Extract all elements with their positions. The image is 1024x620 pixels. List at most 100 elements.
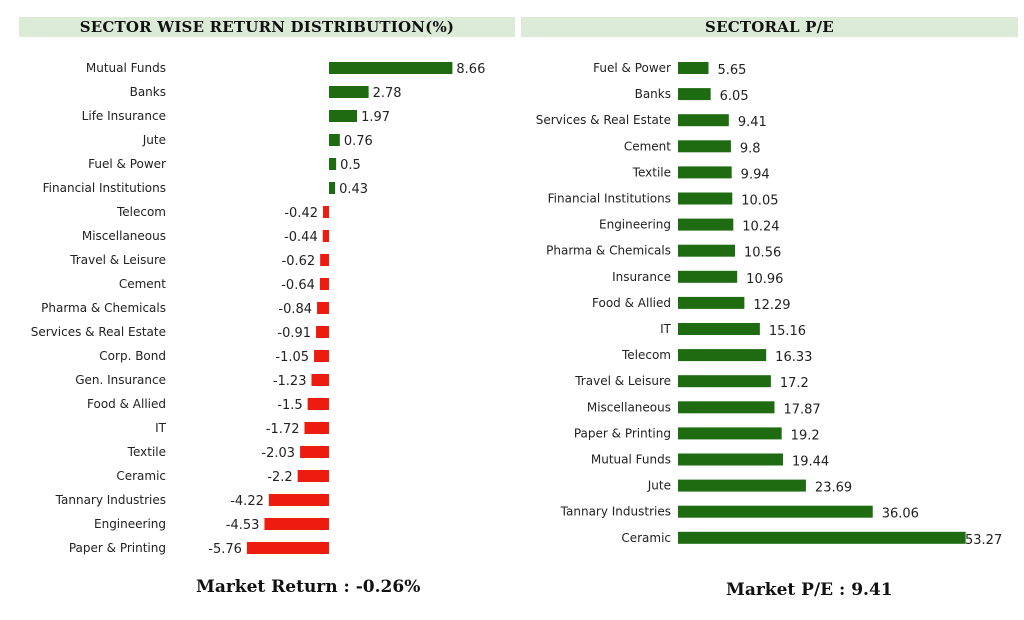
return-bar-fuel-power — [329, 158, 337, 170]
return-category-label-fuel-power: Fuel & Power — [88, 157, 166, 171]
pe-category-label-engineering: Engineering — [599, 218, 671, 232]
return-value-label-banks: 2.78 — [373, 86, 402, 101]
return-category-label-miscellaneous: Miscellaneous — [82, 229, 166, 243]
return-value-label-gen-insurance: -1.23 — [273, 374, 307, 389]
pe-value-label-insurance: 10.96 — [746, 272, 783, 287]
pe-value-label-paper-printing: 19.2 — [791, 428, 820, 443]
return-value-label-pharma-chemicals: -0.84 — [278, 302, 312, 317]
return-chart-title: SECTOR WISE RETURN DISTRIBUTION(%) — [19, 17, 515, 37]
pe-value-label-textile: 9.94 — [741, 167, 770, 182]
return-category-label-financial-institutions: Financial Institutions — [43, 181, 166, 195]
pe-bar-engineering — [678, 218, 734, 231]
return-category-label-food-allied: Food & Allied — [87, 397, 166, 411]
return-value-label-tannary-industries: -4.22 — [230, 494, 264, 509]
pe-value-label-tannary-industries: 36.06 — [882, 507, 919, 522]
return-value-label-telecom: -0.42 — [284, 206, 318, 221]
return-value-label-jute: 0.76 — [344, 134, 373, 149]
return-value-label-life-insurance: 1.97 — [361, 110, 390, 125]
return-category-label-pharma-chemicals: Pharma & Chemicals — [41, 301, 166, 315]
pe-bar-jute — [678, 479, 806, 492]
return-bar-cement — [319, 278, 329, 290]
pe-category-label-ceramic: Ceramic — [621, 531, 671, 545]
return-bar-ceramic — [297, 470, 329, 482]
return-bar-food-allied — [307, 398, 329, 410]
return-category-label-life-insurance: Life Insurance — [82, 109, 166, 123]
market-return-footer: Market Return : -0.26% — [196, 577, 421, 597]
pe-bar-paper-printing — [678, 427, 782, 440]
sectoral-pe-chart: Fuel & Power 5.65 Banks 6.05 Services & Real… — [536, 61, 1002, 548]
pe-value-label-miscellaneous: 17.87 — [783, 402, 820, 417]
return-category-label-jute: Jute — [142, 133, 166, 147]
pe-bar-textile — [678, 166, 732, 179]
return-bar-gen-insurance — [311, 374, 329, 386]
pe-bar-telecom — [678, 349, 767, 362]
return-bar-jute — [329, 134, 340, 146]
return-distribution-chart: Mutual Funds 8.66 Banks 2.78 Life Insurance 1… — [31, 61, 486, 557]
return-bar-miscellaneous — [322, 230, 329, 242]
return-bar-paper-printing — [246, 542, 329, 554]
return-category-label-cement: Cement — [119, 277, 166, 291]
return-category-label-mutual-funds: Mutual Funds — [86, 61, 166, 75]
pe-value-label-travel-leisure: 17.2 — [780, 376, 809, 391]
pe-category-label-fuel-power: Fuel & Power — [593, 61, 671, 75]
pe-bar-it — [678, 323, 760, 335]
return-bar-it — [304, 422, 329, 434]
pe-category-label-food-allied: Food & Allied — [592, 296, 671, 310]
return-value-label-ceramic: -2.2 — [267, 470, 292, 485]
pe-category-label-miscellaneous: Miscellaneous — [587, 400, 671, 414]
return-bar-telecom — [323, 206, 329, 218]
pe-bar-tannary-industries — [678, 505, 873, 518]
pe-category-label-cement: Cement — [624, 139, 671, 153]
pe-category-label-paper-printing: Paper & Printing — [574, 426, 671, 440]
return-bar-financial-institutions — [329, 182, 336, 194]
return-bar-services-real-estate — [316, 326, 329, 338]
pe-value-label-cement: 9.8 — [740, 141, 761, 156]
return-value-label-fuel-power: 0.5 — [340, 158, 361, 173]
pe-category-label-insurance: Insurance — [612, 270, 671, 284]
pe-value-label-mutual-funds: 19.44 — [792, 455, 829, 470]
return-bar-mutual-funds — [329, 62, 453, 74]
pe-bar-insurance — [678, 270, 738, 283]
return-value-label-services-real-estate: -0.91 — [277, 326, 311, 341]
pe-value-label-pharma-chemicals: 10.56 — [744, 246, 781, 261]
pe-category-label-textile: Textile — [632, 165, 671, 179]
pe-bar-travel-leisure — [678, 375, 771, 388]
return-category-label-it: IT — [155, 421, 167, 435]
return-value-label-corp-bond: -1.05 — [275, 350, 309, 365]
return-value-label-it: -1.72 — [266, 422, 300, 437]
pe-value-label-fuel-power: 5.65 — [718, 63, 747, 78]
pe-category-label-services-real-estate: Services & Real Estate — [536, 113, 671, 127]
pe-chart-title: SECTORAL P/E — [521, 17, 1018, 37]
return-category-label-travel-leisure: Travel & Leisure — [69, 253, 166, 267]
pe-value-label-it: 15.16 — [769, 324, 806, 339]
return-category-label-telecom: Telecom — [116, 205, 166, 219]
pe-bar-fuel-power — [678, 62, 709, 74]
pe-value-label-ceramic: 53.27 — [965, 533, 1002, 548]
pe-category-label-jute: Jute — [647, 479, 671, 493]
pe-bar-ceramic — [678, 531, 966, 544]
return-category-label-engineering: Engineering — [94, 517, 166, 531]
pe-bar-mutual-funds — [678, 453, 783, 466]
pe-category-label-it: IT — [660, 322, 672, 336]
return-bar-tannary-industries — [268, 494, 329, 506]
pe-category-label-telecom: Telecom — [621, 348, 671, 362]
return-category-label-banks: Banks — [130, 85, 166, 99]
pe-bar-miscellaneous — [678, 401, 775, 414]
return-value-label-travel-leisure: -0.62 — [282, 254, 316, 269]
pe-bar-financial-institutions — [678, 192, 733, 205]
return-bar-textile — [300, 446, 329, 458]
return-category-label-corp-bond: Corp. Bond — [99, 349, 166, 363]
return-value-label-financial-institutions: 0.43 — [339, 182, 368, 197]
pe-bar-pharma-chemicals — [678, 244, 736, 257]
pe-value-label-telecom: 16.33 — [775, 350, 812, 365]
return-category-label-paper-printing: Paper & Printing — [69, 541, 166, 555]
pe-value-label-services-real-estate: 9.41 — [738, 115, 767, 130]
pe-category-label-mutual-funds: Mutual Funds — [591, 453, 671, 467]
pe-category-label-banks: Banks — [635, 87, 671, 101]
return-value-label-paper-printing: -5.76 — [208, 542, 242, 557]
return-category-label-tannary-industries: Tannary Industries — [55, 493, 166, 507]
pe-bar-cement — [678, 140, 731, 153]
return-value-label-engineering: -4.53 — [226, 518, 260, 533]
return-value-label-mutual-funds: 8.66 — [456, 62, 485, 77]
market-pe-footer: Market P/E : 9.41 — [726, 580, 893, 600]
